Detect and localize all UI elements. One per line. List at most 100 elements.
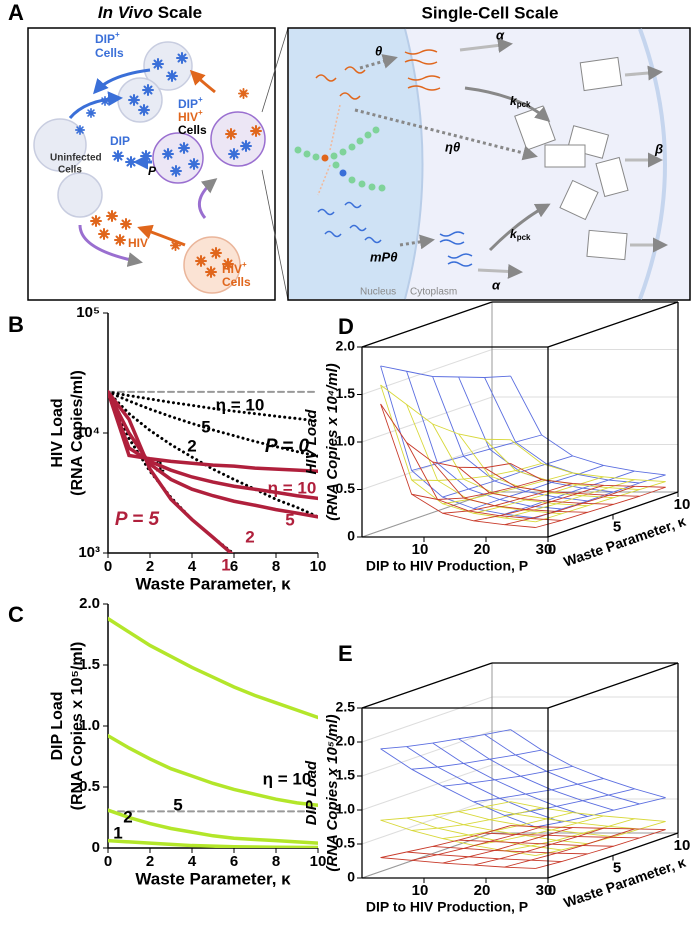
right-title: Single-Cell Scale	[422, 3, 559, 22]
mesh-line	[442, 455, 573, 498]
z-axis-label: HIV Load	[303, 409, 320, 475]
mesh-line	[458, 839, 614, 847]
mesh-line	[411, 479, 542, 500]
grid-line	[361, 662, 678, 709]
x-tick-label: 6	[230, 853, 238, 870]
panel-label: B	[8, 312, 24, 337]
mesh-line	[411, 463, 542, 481]
rate-label: θ	[375, 43, 382, 58]
series-line	[108, 838, 318, 848]
y-axis-label: (RNA Copies/ml)	[69, 370, 86, 496]
series-line	[108, 390, 318, 423]
left-title: In Vivo Scale	[98, 3, 202, 22]
mesh-line	[473, 778, 604, 803]
x-tick-label: 0	[104, 558, 112, 575]
coinfected-label: DIP+	[178, 95, 203, 111]
rate-label: kpck	[510, 94, 531, 109]
mesh-line	[380, 384, 511, 441]
series-label: 5	[285, 510, 294, 529]
uninfected-label: Cells	[58, 165, 82, 176]
x-axis-label: Waste Parameter, κ	[135, 574, 291, 593]
mesh-line	[510, 439, 666, 482]
rate-label: α	[492, 277, 501, 292]
rate-label: kpck	[510, 227, 531, 242]
dip-cells-label: DIP+	[95, 30, 120, 46]
series-label: η = 10	[216, 395, 265, 414]
x-tick-label: 20	[474, 541, 491, 558]
x-axis-label: DIP to HIV Production, P	[366, 558, 528, 574]
dip-cells-label: Cells	[95, 46, 124, 60]
series-line	[108, 616, 318, 720]
mesh-line	[380, 365, 536, 519]
mesh-line	[473, 464, 604, 509]
z-tick-label: 2.5	[336, 699, 356, 715]
mesh-line	[458, 738, 614, 811]
mesh-line	[535, 481, 666, 523]
mesh-line	[473, 484, 604, 522]
y-tick-label: 5	[613, 859, 621, 876]
x-tick-label: 2	[146, 853, 154, 870]
x-tick-label: 10	[412, 541, 429, 558]
z-tick-label: 2.0	[336, 338, 356, 354]
z-axis-label: DIP Load	[303, 760, 320, 825]
grid-line	[361, 696, 678, 743]
z-tick-label: 1.0	[336, 433, 356, 449]
series-line	[108, 734, 318, 808]
uninfected-label: Uninfected	[50, 153, 102, 164]
series-line	[108, 390, 318, 519]
rate-label: mPθ	[370, 249, 397, 264]
mesh-line	[411, 807, 542, 831]
mesh-line	[442, 812, 573, 840]
mesh-line	[380, 365, 511, 378]
rate-label: ηθ	[445, 139, 460, 154]
flow-arrows	[68, 68, 218, 267]
annotation: P = 5	[115, 509, 160, 530]
mesh-line	[510, 729, 666, 799]
mesh-line	[380, 748, 536, 828]
grid-line	[361, 396, 678, 443]
series-label: 2	[123, 807, 132, 826]
series-label: 1	[221, 555, 230, 574]
y-tick-label: 10⁵	[76, 304, 100, 321]
mesh-line	[442, 472, 573, 505]
mesh-line	[510, 801, 666, 822]
box-edge	[361, 662, 493, 709]
mesh-line	[535, 486, 666, 528]
y-axis-label: DIP Load	[49, 691, 66, 760]
nucleus	[289, 29, 423, 299]
mesh-line	[484, 806, 640, 830]
panel-label: E	[338, 641, 353, 666]
series-label: 2	[187, 436, 196, 455]
mesh-line	[406, 851, 562, 862]
mesh-line	[484, 832, 640, 839]
grid-line	[361, 444, 678, 490]
mesh-line	[535, 829, 666, 869]
y-axis-label: Waste Parameter, κ	[562, 513, 688, 570]
p-label: P	[148, 164, 157, 178]
series-line	[108, 390, 234, 553]
mesh-line	[380, 857, 536, 869]
mesh-line	[380, 825, 511, 859]
panel-label: A	[8, 0, 24, 25]
series-label: η = 10	[263, 769, 312, 788]
series-line	[108, 808, 318, 845]
z-tick-label: 0.5	[336, 835, 356, 851]
x-tick-label: 8	[272, 853, 280, 870]
mesh-line	[504, 485, 635, 526]
dip-label: DIP	[110, 134, 130, 148]
mesh-line	[406, 746, 562, 823]
series-line	[108, 390, 318, 458]
cell-membrane	[638, 28, 667, 300]
y-tick-label: 1.5	[79, 656, 100, 673]
mesh-line	[442, 827, 573, 864]
series-label: 5	[173, 795, 182, 814]
mesh-line	[504, 828, 635, 868]
mesh-line	[504, 788, 635, 816]
mesh-line	[458, 811, 614, 838]
x-tick-label: 4	[188, 558, 197, 575]
process-arrows	[317, 37, 668, 279]
x-tick-label: 0	[104, 853, 112, 870]
x-axis-label: Waste Parameter, κ	[135, 869, 291, 888]
x-tick-label: 4	[188, 853, 197, 870]
